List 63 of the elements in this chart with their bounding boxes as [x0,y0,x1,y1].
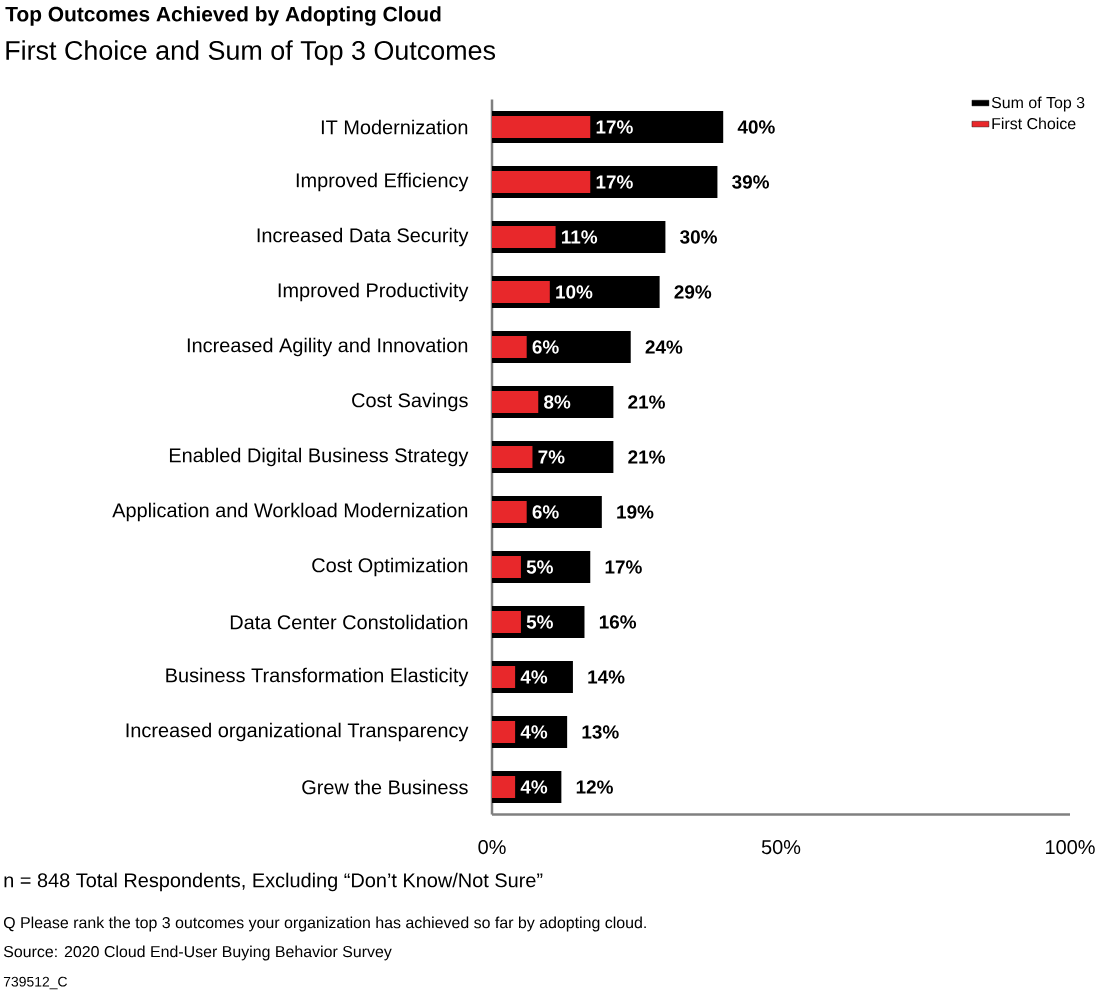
data-label: 19% [617,505,654,519]
data-label: 21% [628,450,665,464]
data-label: 7% [538,450,565,464]
data-label: 40% [737,120,775,134]
text: Q Please rank the top 3 outcomes your organization has achieved so far by adopting cloud. [3,916,646,932]
bar [492,446,533,469]
text: 739512_C [3,976,68,990]
y-tick-label: Cost Savings [352,392,468,412]
bar [492,226,556,249]
data-label: 11% [561,230,598,244]
bar [492,116,591,139]
data-label: 17% [605,560,642,574]
data-label: 39% [732,175,769,189]
text: First Choice and Sum of Top 3 Outcomes [6,40,496,66]
data-label: 30% [680,230,717,244]
bar [492,666,516,689]
x-tick-label: 100% [1046,840,1095,855]
bar [492,281,550,304]
data-label: 5% [526,560,553,574]
bar [492,556,521,579]
bar [492,171,591,194]
data-label: 17% [596,175,633,189]
y-tick-label: Cost Optimization [312,557,468,577]
y-tick-label: Increased Agility and Innovation [187,337,468,357]
bar [492,336,527,359]
bar [492,721,516,744]
data-label: 5% [526,615,553,629]
bar [492,611,521,634]
legend-label: First Choice [992,117,1076,130]
text: n = 848 Total Respondents, Excluding “Don’t Know/Not Sure” [4,872,543,892]
y-tick-label: Grew the Business [302,779,468,795]
data-label: 17% [596,120,633,134]
data-label: 6% [532,505,559,519]
source-note: Source: 2020 Cloud End-User Buying Behavior Survey [3,945,392,961]
data-label: 4% [520,780,548,794]
data-label: 12% [576,780,613,794]
x-tick-label: 50% [761,840,801,855]
data-label: 8% [544,395,571,409]
bar [492,776,516,799]
bar [492,501,527,524]
data-label: 21% [628,395,665,409]
x-tick-label: 0% [478,840,506,855]
y-tick-label: Increased Data Security [257,227,469,247]
legend-label: Sum of Top 3 [991,96,1085,112]
y-tick-label: Improved Productivity [278,282,469,302]
data-label: 24% [645,340,683,354]
data-label: 4% [520,670,548,684]
y-tick-label: Increased organizational Transparency [126,722,469,742]
data-label: 16% [599,615,637,629]
y-tick-label: Improved Efficiency [296,172,469,192]
text: Top Outcomes Achieved by Adopting Cloud [5,6,441,26]
y-tick-label: Application and Workload Modernization [112,502,468,522]
data-label: 14% [588,670,625,684]
bar [492,391,539,414]
data-label: 4% [520,725,548,739]
data-label: 10% [556,285,593,299]
data-label: 6% [532,340,559,354]
y-tick-label: IT Modernization [321,119,468,135]
y-tick-label: Data Center Constolidation [230,614,468,630]
y-tick-label: Business Transformation Elasticity [166,667,469,687]
y-tick-label: Enabled Digital Business Strategy [169,447,469,467]
data-label: 13% [582,725,619,739]
data-label: 29% [674,285,712,299]
